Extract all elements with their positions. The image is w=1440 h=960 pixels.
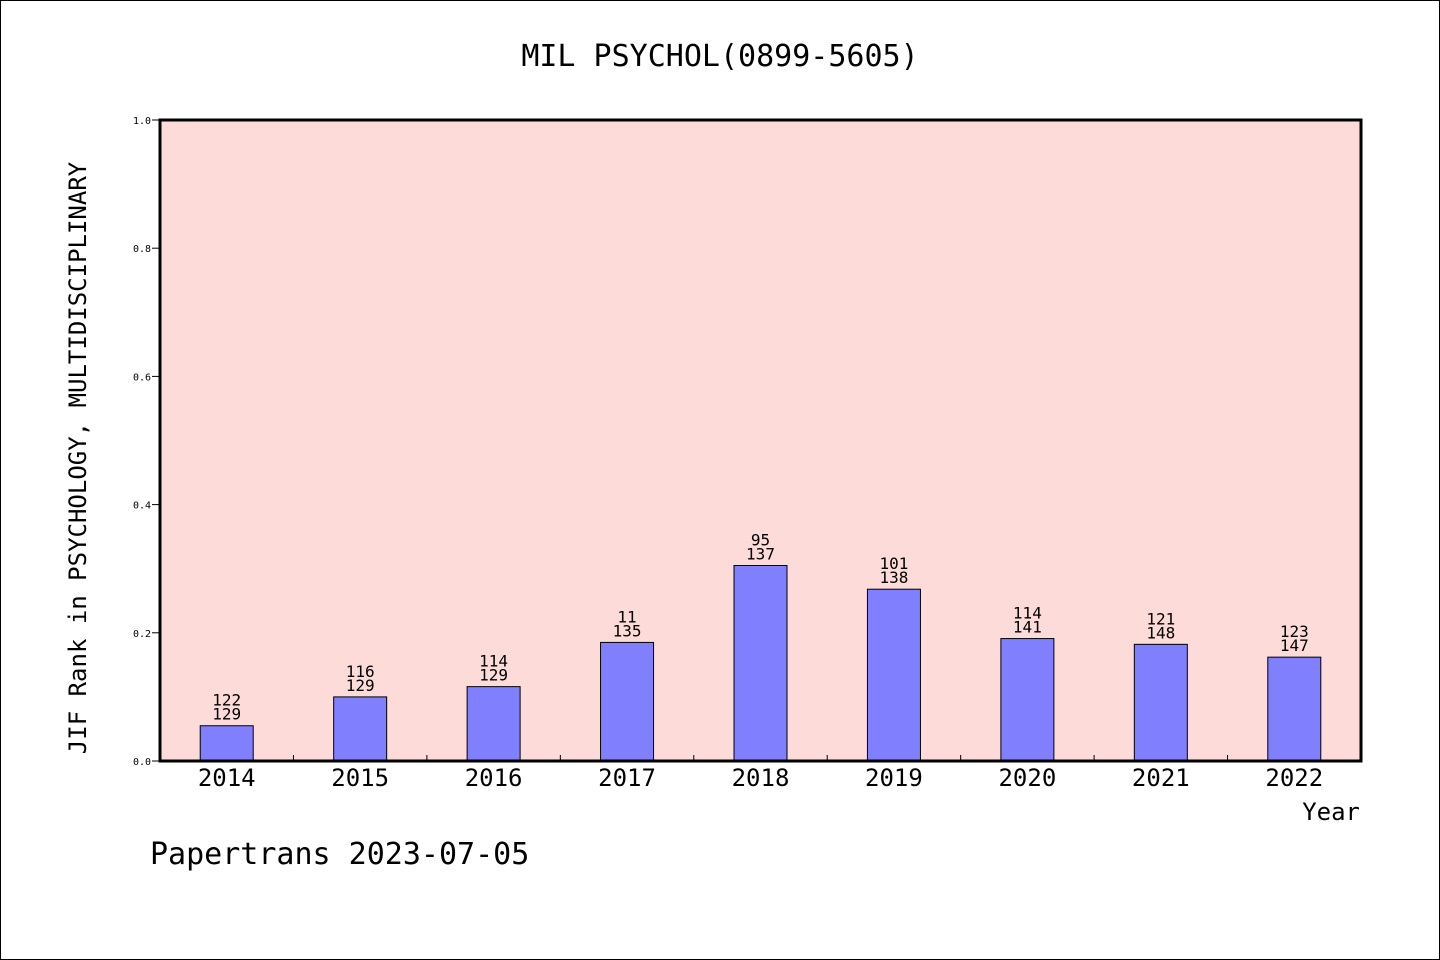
bar-2022	[1267, 656, 1322, 762]
bar-2014	[199, 725, 254, 762]
x-tick-label-2021: 2021	[1132, 764, 1190, 792]
total-label-2019: 138	[879, 568, 908, 587]
x-tick-label-2019: 2019	[865, 764, 923, 792]
y-tick-label: 0.4	[133, 501, 151, 512]
rank-label-2022: 123	[1280, 622, 1309, 641]
rank-label-2014: 122	[212, 691, 241, 710]
chart-title: MIL PSYCHOL(0899-5605)	[521, 39, 918, 74]
rank-label-2017: 11	[617, 607, 636, 626]
x-tick-label-2017: 2017	[598, 764, 656, 792]
bar-2018	[733, 564, 788, 762]
y-axis: 0.0 0.2 0.4 0.6 0.8 1.0	[133, 116, 160, 768]
total-label-2016: 129	[479, 666, 508, 685]
total-label-2018: 137	[746, 544, 775, 563]
rank-label-2020: 114	[1013, 604, 1042, 623]
y-tick-label: 1.0	[133, 116, 151, 127]
x-tick-label-2016: 2016	[465, 764, 523, 792]
x-tick-label-2015: 2015	[331, 764, 389, 792]
y-tick-label: 0.0	[133, 757, 151, 768]
bars-group	[199, 564, 1322, 762]
x-tick-label-2020: 2020	[998, 764, 1056, 792]
footer-credit: Papertrans 2023-07-05	[150, 837, 529, 872]
rank-label-2018: 95	[751, 530, 770, 549]
bar-2017	[600, 641, 655, 762]
rank-label-2015: 116	[346, 662, 375, 681]
plot-border	[158, 118, 1363, 763]
y-axis-label: JIF Rank in PSYCHOLOGY, MULTIDISCIPLINAR…	[64, 161, 92, 754]
y-tick-label: 0.2	[133, 629, 151, 640]
total-label-2020: 141	[1013, 618, 1042, 637]
bar-2015	[333, 696, 388, 762]
y-tick-label: 0.8	[133, 244, 151, 255]
bar-2020	[1000, 638, 1055, 762]
x-tick-label-2014: 2014	[198, 764, 256, 792]
total-label-2021: 148	[1146, 623, 1175, 642]
rank-label-2016: 114	[479, 652, 508, 671]
bar-2021	[1133, 643, 1188, 762]
y-tick-label: 0.6	[133, 372, 151, 383]
bar-2019	[866, 588, 921, 762]
rank-label-2021: 121	[1146, 609, 1175, 628]
x-axis-label: Year	[1302, 798, 1360, 826]
data-labels-group: 1221291161291141291113595137101138114141…	[212, 530, 1308, 723]
total-label-2014: 129	[212, 705, 241, 724]
rank-label-2019: 101	[879, 554, 908, 573]
total-label-2017: 135	[613, 621, 642, 640]
x-tick-label-2022: 2022	[1265, 764, 1323, 792]
x-axis: 2014 2015 2016 2017 2018 2019 2020 2021 2022	[198, 755, 1323, 792]
x-tick-label-2018: 2018	[732, 764, 790, 792]
total-label-2015: 129	[346, 676, 375, 695]
total-label-2022: 147	[1280, 636, 1309, 655]
bar-2016	[466, 686, 521, 762]
